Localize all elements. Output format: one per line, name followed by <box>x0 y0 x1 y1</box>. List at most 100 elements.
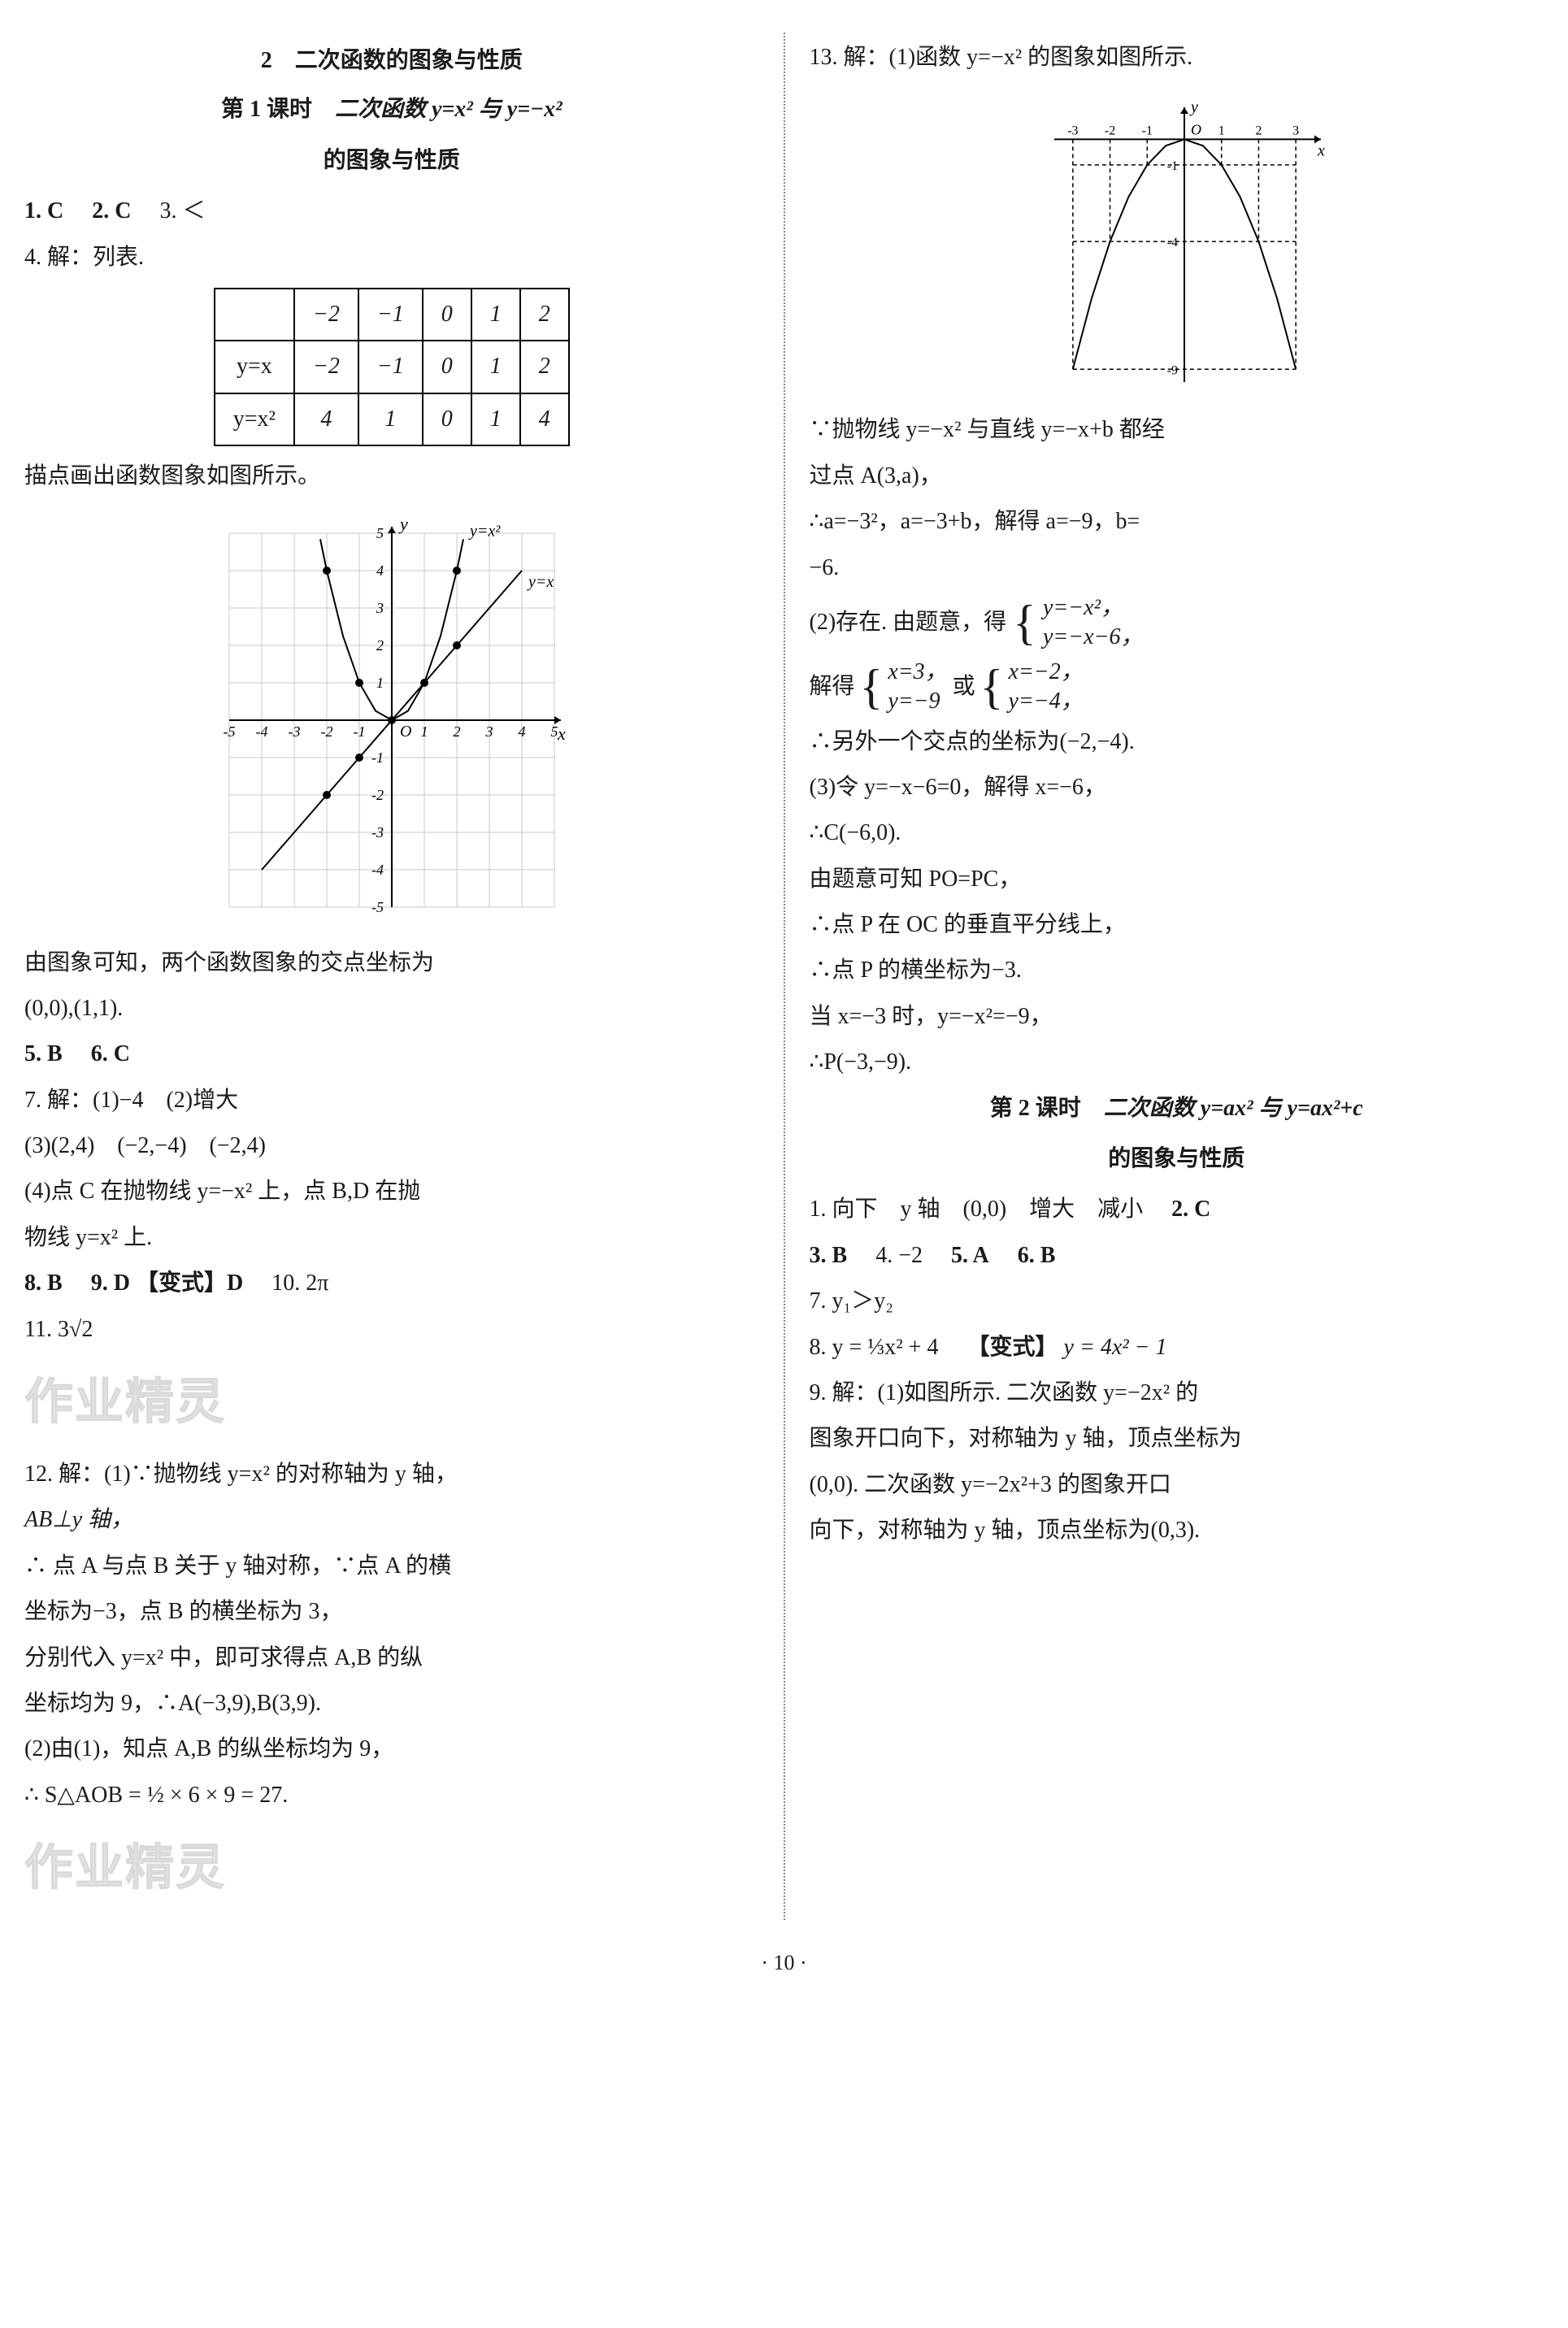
q5-q6-line: 5. B 6. C <box>24 1034 759 1075</box>
q13-l3: ∴a=−3²，a=−3+b，解得 a=−9，b= <box>810 502 1544 542</box>
q12-l3: ∴ 点 A 与点 B 关于 y 轴对称，∵点 A 的横 <box>24 1546 759 1587</box>
graph1-figure: -5-4-3-2-112345-5-4-3-2-112345Oxyy=x²y=x <box>205 509 579 932</box>
b-q2-answer: 2. C <box>1171 1197 1210 1222</box>
b-q8-variant-label: 【变式】 <box>967 1335 1058 1360</box>
lesson2-label: 第 2 课时 <box>990 1096 1081 1121</box>
table-cell: 1 <box>358 393 423 445</box>
table-cell: 1 <box>471 341 520 393</box>
svg-text:-3: -3 <box>288 723 300 740</box>
svg-text:3: 3 <box>484 723 493 740</box>
q5-answer: 5. B <box>24 1041 63 1066</box>
svg-text:y: y <box>1189 98 1198 116</box>
b-q9-l4: 向下，对称轴为 y 轴，顶点坐标为(0,3). <box>810 1510 1544 1551</box>
q7-line1: 7. 解：(1)−4 (2)增大 <box>24 1080 759 1121</box>
lesson-label: 第 1 课时 <box>221 97 312 122</box>
q13-l14: ∴P(−3,−9). <box>810 1042 1544 1083</box>
table-cell: 1 <box>471 289 520 341</box>
b-q3-q6-line: 3. B 4. −2 5. A 6. B <box>810 1236 1544 1276</box>
page-number: · 10 · <box>24 1944 1544 1983</box>
q12-l5: 分别代入 y=x² 中，即可求得点 A,B 的纵 <box>24 1638 759 1679</box>
q1-answer: 1. C <box>24 198 63 224</box>
svg-text:x: x <box>1317 142 1325 160</box>
q13-l1: ∵抛物线 y=−x² 与直线 y=−x+b 都经 <box>810 410 1544 450</box>
svg-text:-5: -5 <box>223 723 235 740</box>
svg-text:2: 2 <box>453 723 460 740</box>
q12-l7: (2)由(1)，知点 A,B 的纵坐标均为 9， <box>24 1729 759 1770</box>
q9-variant-label: 【变式】 <box>136 1270 227 1296</box>
lesson2-heading-line2: 的图象与性质 <box>810 1139 1544 1179</box>
q13-l5b: y=−x²， <box>1043 593 1144 623</box>
table-header-row: −2 −1 0 1 2 <box>215 289 569 341</box>
svg-text:y=x²: y=x² <box>468 522 501 540</box>
q8-q10-line: 8. B 9. D 【变式】D 10. 2π <box>24 1263 759 1304</box>
q13-l7: ∴另外一个交点的坐标为(−2,−4). <box>810 722 1544 762</box>
svg-text:4: 4 <box>518 723 525 740</box>
q13-l6c: y=−9 <box>888 687 947 716</box>
svg-text:-3: -3 <box>371 824 384 840</box>
b-q1-answer: 1. 向下 y 轴 (0,0) 增大 减小 <box>810 1197 1144 1222</box>
svg-text:O: O <box>1191 122 1201 138</box>
table-cell: −2 <box>294 289 358 341</box>
svg-text:-4: -4 <box>371 862 384 878</box>
b-q3-answer: 3. B <box>810 1243 848 1268</box>
b-q9-l1: 9. 解：(1)如图所示. 二次函数 y=−2x² 的 <box>810 1373 1544 1414</box>
svg-text:x: x <box>557 723 566 744</box>
b-q7-line: 7. y₁＞y₂ <box>810 1281 1544 1322</box>
svg-text:5: 5 <box>376 525 384 541</box>
svg-text:4: 4 <box>376 562 384 579</box>
svg-text:-4: -4 <box>1167 237 1178 250</box>
brace-icon: { <box>980 675 1004 699</box>
lesson1-heading-line2: 的图象与性质 <box>24 141 759 181</box>
brace-icon: { <box>860 675 884 699</box>
q13-l6d: 或 <box>953 667 975 707</box>
svg-text:-2: -2 <box>1105 124 1115 138</box>
svg-text:-1: -1 <box>1167 159 1178 173</box>
watermark-2: 作业精灵 <box>24 1824 759 1912</box>
q4-label: 4. 解：列表. <box>24 237 759 278</box>
q13-l13: 当 x=−3 时，y=−x²=−9， <box>810 997 1544 1037</box>
graph2-figure: -3-2-1O123-1-4-9xy <box>1022 89 1331 398</box>
q13-l12: ∴点 P 的横坐标为−3. <box>810 950 1544 991</box>
b-q1-q2-line: 1. 向下 y 轴 (0,0) 增大 减小 2. C <box>810 1189 1544 1230</box>
q3-answer: 3. ＜ <box>160 198 206 224</box>
svg-text:-3: -3 <box>1067 124 1078 138</box>
table-cell: −2 <box>294 341 358 393</box>
q13-l6b: x=3， <box>888 658 947 687</box>
b-q6-answer: 6. B <box>1018 1243 1056 1268</box>
b-q9-l3: (0,0). 二次函数 y=−2x²+3 的图象开口 <box>810 1465 1544 1505</box>
q13-l2: 过点 A(3,a)， <box>810 456 1544 497</box>
q13-l4: −6. <box>810 548 1544 589</box>
lesson2-title-1: 二次函数 y=ax² 与 y=ax²+c <box>1104 1096 1363 1121</box>
section-title: 二次函数的图象与性质 <box>295 48 523 73</box>
q7-line2: (3)(2,4) (−2,−4) (−2,4) <box>24 1126 759 1166</box>
b-q8-variant: y = 4x² − 1 <box>1064 1335 1167 1360</box>
svg-text:-4: -4 <box>255 723 267 740</box>
q13-l8: (3)令 y=−x−6=0，解得 x=−6， <box>810 767 1544 808</box>
q13-l6e: x=−2， <box>1008 658 1083 687</box>
svg-text:2: 2 <box>1256 124 1262 138</box>
q13-l6a: 解得 <box>810 667 855 707</box>
q4-text: 描点画出函数图象如图所示。 <box>24 456 759 497</box>
q10-answer: 10. 2π <box>271 1270 328 1296</box>
page-container: 2 二次函数的图象与性质 第 1 课时 二次函数 y=x² 与 y=−x² 的图… <box>24 33 1544 1920</box>
q9-answer: 9. D <box>91 1270 130 1296</box>
table-row: y=x² 4 1 0 1 4 <box>215 393 569 445</box>
svg-text:2: 2 <box>376 637 384 654</box>
table-cell <box>215 289 294 341</box>
q7-line3a: (4)点 C 在抛物线 y=−x² 上，点 B,D 在抛 <box>24 1171 759 1212</box>
b-q8-line: 8. y = ⅓x² + 4 【变式】 y = 4x² − 1 <box>810 1327 1544 1368</box>
table-cell: 4 <box>520 393 569 445</box>
q4-conclusion-b: (0,0),(1,1). <box>24 988 759 1029</box>
table-cell: −1 <box>358 341 423 393</box>
q13-l10: 由题意可知 PO=PC， <box>810 859 1544 900</box>
q13-label: 13. 解：(1)函数 y=−x² 的图象如图所示. <box>810 37 1544 78</box>
section-number: 2 <box>261 48 272 73</box>
b-q9-l2: 图象开口向下，对称轴为 y 轴，顶点坐标为 <box>810 1418 1544 1459</box>
table-cell: y=x <box>215 341 294 393</box>
svg-text:-5: -5 <box>371 899 384 915</box>
svg-text:1: 1 <box>1218 124 1225 138</box>
table-cell: 2 <box>520 341 569 393</box>
svg-text:3: 3 <box>1292 124 1299 138</box>
q9-variant-answer: D <box>227 1270 243 1296</box>
b-q4-answer: 4. −2 <box>875 1243 923 1268</box>
